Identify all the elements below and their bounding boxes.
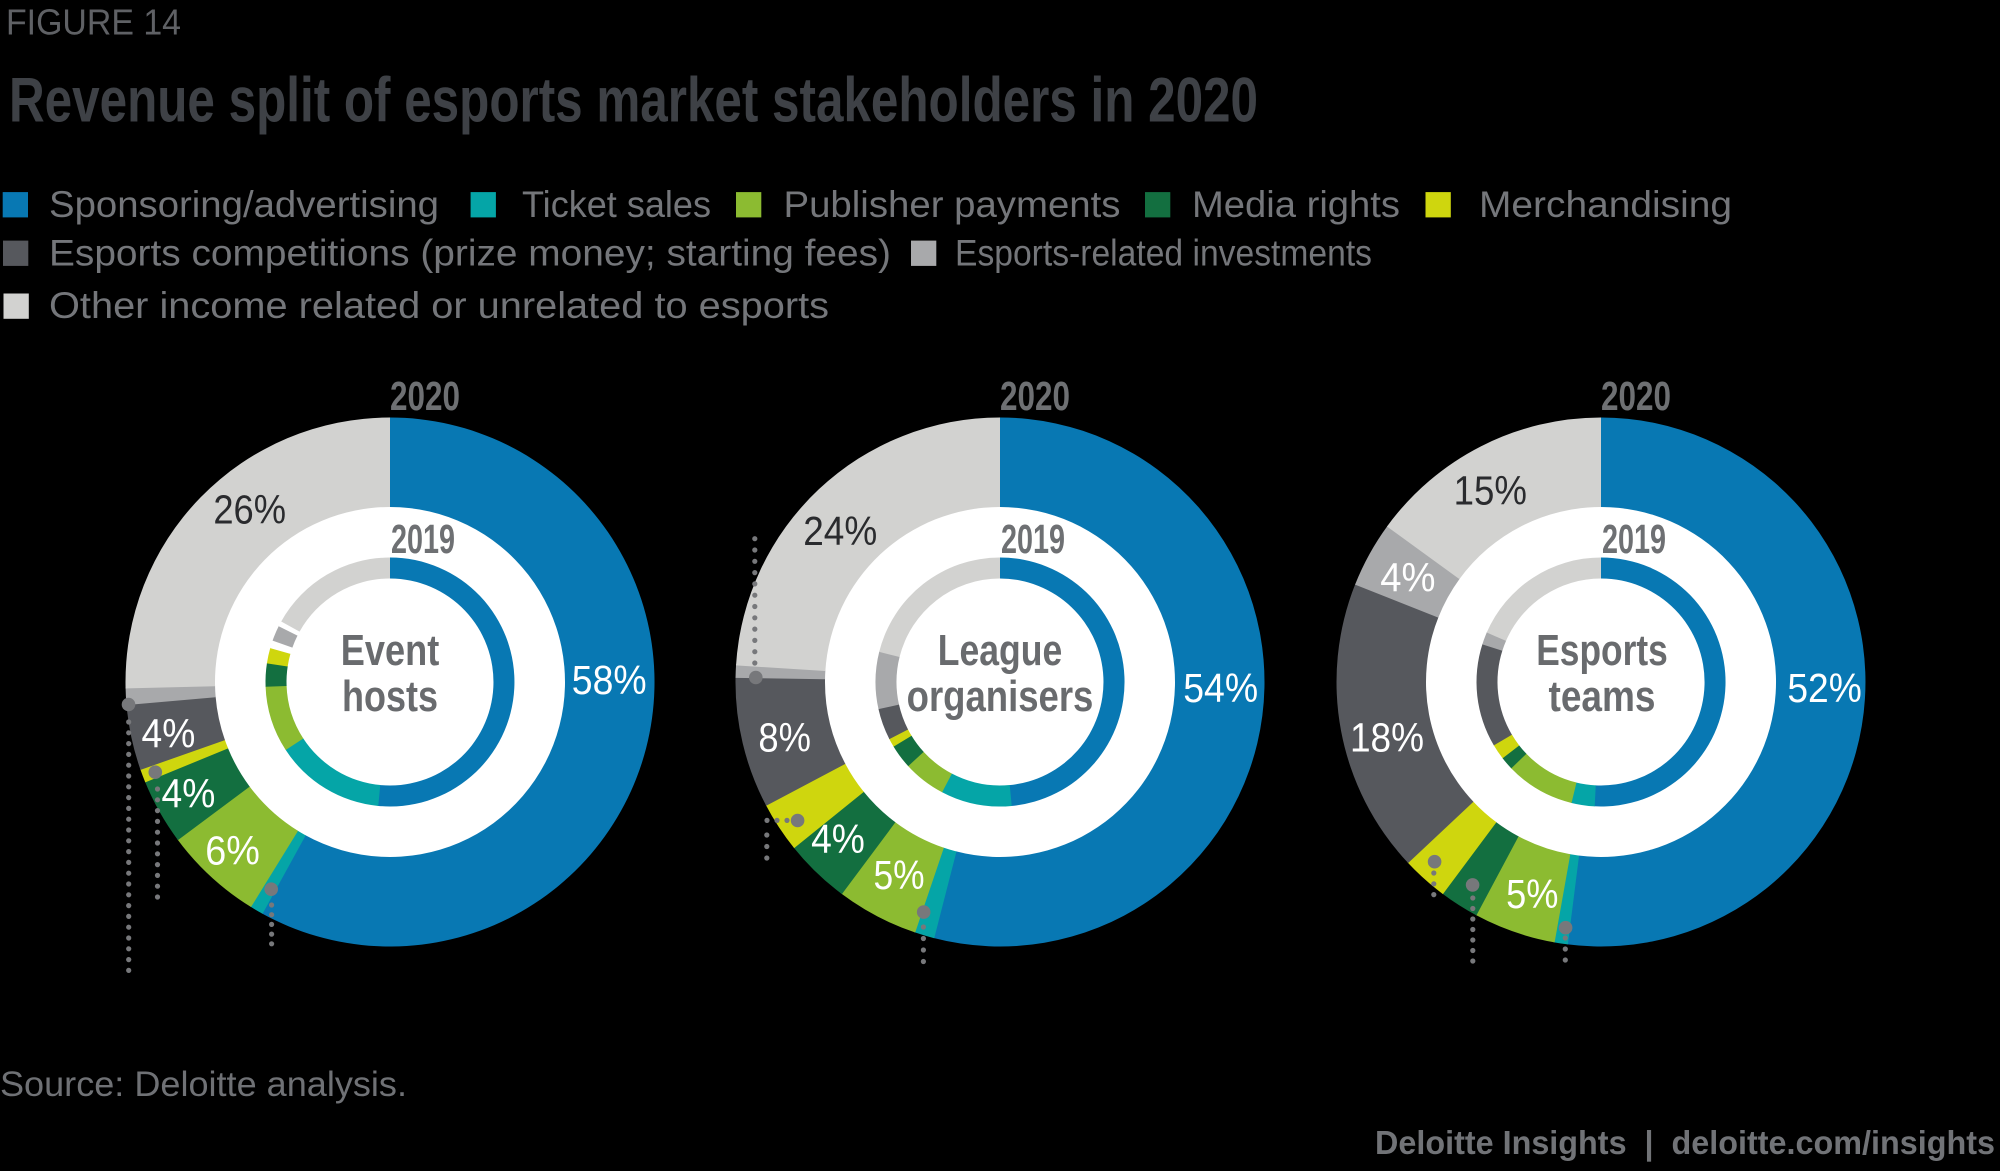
svg-text:organisers: organisers — [907, 672, 1094, 721]
svg-text:5%: 5% — [873, 852, 924, 898]
svg-text:Source: Deloitte analysis.: Source: Deloitte analysis. — [0, 1064, 407, 1104]
svg-text:2019: 2019 — [391, 516, 455, 562]
svg-text:Esports competitions (prize mo: Esports competitions (prize money; start… — [49, 231, 891, 273]
svg-text:4%: 4% — [142, 711, 196, 757]
svg-text:52%: 52% — [1787, 665, 1862, 711]
svg-text:Esports-related investments: Esports-related investments — [955, 231, 1372, 273]
svg-text:24%: 24% — [803, 508, 877, 554]
svg-text:Media rights: Media rights — [1192, 183, 1400, 225]
svg-text:League: League — [938, 626, 1063, 675]
svg-text:Merchandising: Merchandising — [1479, 183, 1732, 225]
svg-text:54%: 54% — [1183, 665, 1258, 711]
svg-text:4%: 4% — [1380, 555, 1435, 601]
svg-text:58%: 58% — [572, 657, 647, 703]
svg-text:Esports: Esports — [1536, 626, 1668, 675]
svg-text:teams: teams — [1549, 672, 1656, 721]
svg-text:6%: 6% — [205, 828, 260, 874]
svg-text:26%: 26% — [213, 486, 286, 532]
svg-text:Publisher payments: Publisher payments — [784, 183, 1121, 225]
svg-text:Ticket sales: Ticket sales — [522, 183, 711, 225]
svg-text:18%: 18% — [1350, 715, 1424, 761]
svg-text:2020: 2020 — [1601, 373, 1671, 419]
svg-text:Revenue split of esports marke: Revenue split of esports market stakehol… — [9, 65, 1258, 135]
svg-text:8%: 8% — [758, 715, 811, 761]
svg-text:2020: 2020 — [390, 373, 460, 419]
svg-text:4%: 4% — [162, 771, 216, 817]
svg-text:2019: 2019 — [1602, 516, 1666, 562]
svg-text:hosts: hosts — [342, 672, 438, 721]
svg-text:Event: Event — [341, 626, 440, 675]
svg-text:5%: 5% — [1506, 871, 1558, 917]
svg-text:Deloitte Insights | deloitte: Deloitte Insights | deloitte.com/insight… — [1375, 1125, 1995, 1162]
svg-text:FIGURE 14: FIGURE 14 — [6, 2, 181, 43]
svg-text:4%: 4% — [811, 816, 865, 862]
svg-text:Other income related or unrela: Other income related or unrelated to esp… — [49, 284, 829, 326]
svg-text:2020: 2020 — [1000, 373, 1070, 419]
svg-text:Sponsoring/advertising: Sponsoring/advertising — [49, 183, 439, 225]
svg-text:15%: 15% — [1454, 467, 1527, 513]
svg-text:2019: 2019 — [1001, 516, 1065, 562]
